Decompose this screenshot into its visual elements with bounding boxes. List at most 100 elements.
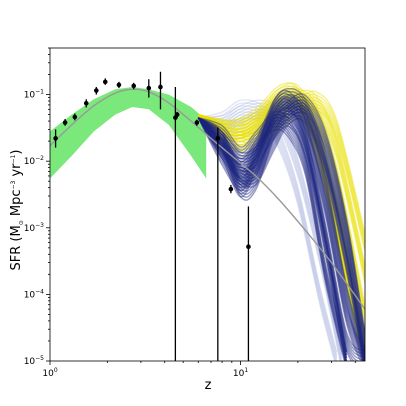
model-curve-blue — [197, 110, 348, 356]
model-curve-blue — [197, 114, 365, 361]
data-point — [94, 88, 99, 93]
model-curve-light — [198, 102, 338, 356]
model-curve-blue — [198, 113, 348, 356]
data-point — [116, 82, 122, 88]
model-curve-blue — [197, 99, 365, 339]
model-curve-yellow — [198, 82, 365, 333]
model-curve-light — [197, 117, 341, 361]
y-tick-label: 10−4 — [24, 288, 44, 300]
model-curve-blue — [197, 106, 365, 361]
axis-ticks: 100 101 10−1 10−2 10−3 10−4 10−5 — [24, 47, 356, 379]
model-curve-blue — [197, 115, 353, 361]
model-curve-yellow — [197, 108, 365, 252]
data-point — [215, 136, 221, 141]
model-curve-blue — [197, 96, 365, 336]
model-curve-yellow — [197, 105, 365, 361]
y-axis-label: SFR (M⊙ Mpc−3 yr−1) — [9, 150, 25, 271]
model-curve-blue — [197, 117, 348, 361]
model-curve-yellow — [197, 92, 365, 269]
model-curve-blue — [197, 117, 347, 361]
model-curve-light — [198, 108, 343, 361]
model-curve-light — [197, 114, 347, 361]
model-curve-yellow — [198, 87, 365, 306]
model-curve-yellow — [198, 91, 365, 361]
model-curve-blue — [198, 110, 348, 353]
model-curve-yellow — [198, 90, 365, 234]
model-curve-yellow — [197, 105, 365, 324]
model-curve-blue — [197, 102, 365, 361]
model-curve-light — [198, 111, 337, 361]
model-curve-yellow — [198, 93, 365, 356]
model-curve-blue — [197, 111, 365, 351]
y-tick-label: 10−1 — [24, 89, 44, 101]
model-curve-yellow — [197, 104, 365, 281]
model-curve-blue — [197, 93, 365, 333]
model-curve-blue — [197, 108, 365, 348]
model-curve-yellow — [197, 95, 365, 272]
model-curve-blue — [197, 105, 365, 345]
model-curve-light — [198, 105, 348, 359]
model-curve-yellow — [198, 85, 365, 356]
model-curve-light — [198, 105, 338, 359]
model-curve-yellow — [198, 82, 365, 353]
model-curve-blue — [197, 107, 348, 353]
model-curve-blue — [197, 116, 348, 359]
model-curve-yellow — [197, 99, 365, 243]
plot-area — [50, 71, 365, 361]
y-tick-label: 10−5 — [24, 355, 44, 367]
data-point — [62, 120, 68, 125]
model-curve-blue — [197, 104, 365, 361]
data-point — [72, 114, 78, 120]
model-curve-blue — [197, 96, 365, 361]
model-curve-blue — [197, 116, 348, 361]
model-curve-light — [198, 102, 348, 356]
model-curve-blue — [197, 87, 365, 353]
model-curve-light — [198, 117, 336, 361]
model-curve-blue — [197, 109, 360, 361]
model-curve-light — [198, 105, 343, 359]
model-curve-yellow — [198, 96, 365, 359]
model-curve-blue — [197, 117, 346, 361]
model-curve-yellow — [197, 96, 365, 315]
model-curve-blue — [197, 102, 365, 342]
model-curve-yellow — [197, 108, 364, 361]
model-curve-light — [198, 99, 348, 353]
confidence-band — [50, 87, 207, 179]
model-curve-light — [198, 111, 342, 361]
model-curve-light — [197, 114, 342, 361]
data-point — [228, 186, 234, 192]
model-curve-blue — [197, 108, 365, 361]
model-curve-blue — [197, 101, 365, 361]
model-curve-yellow — [197, 93, 365, 237]
model-curve-blue — [197, 111, 365, 361]
data-point — [174, 112, 180, 117]
model-curve-blue — [197, 113, 348, 359]
model-curve-blue — [197, 104, 363, 361]
model-curve-blue — [197, 102, 365, 356]
y-tick-label: 10−2 — [24, 155, 44, 167]
model-curve-blue — [197, 101, 365, 359]
model-curve-yellow — [197, 94, 365, 345]
model-curve-blue — [197, 97, 365, 353]
y-tick-label: 10−3 — [24, 222, 44, 234]
data-point — [53, 136, 58, 141]
model-curve-yellow — [198, 89, 365, 266]
data-point — [83, 100, 89, 106]
model-curve-yellow — [197, 100, 364, 361]
model-curve-blue — [197, 107, 362, 361]
model-curve-blue — [197, 92, 365, 356]
data-point — [194, 120, 200, 125]
model-curve-yellow — [197, 101, 365, 278]
model-curve-light — [198, 99, 338, 353]
model-curve-blue — [197, 95, 365, 353]
model-curve-yellow — [198, 90, 365, 353]
model-curve-yellow — [197, 99, 365, 318]
x-tick-label: 100 — [42, 367, 57, 379]
model-curve-yellow — [198, 91, 365, 342]
model-curve-yellow — [197, 97, 365, 361]
model-curve-blue — [197, 95, 365, 359]
x-tick-label: 101 — [233, 367, 248, 379]
data-point — [102, 79, 108, 85]
model-curve-yellow — [198, 88, 365, 339]
